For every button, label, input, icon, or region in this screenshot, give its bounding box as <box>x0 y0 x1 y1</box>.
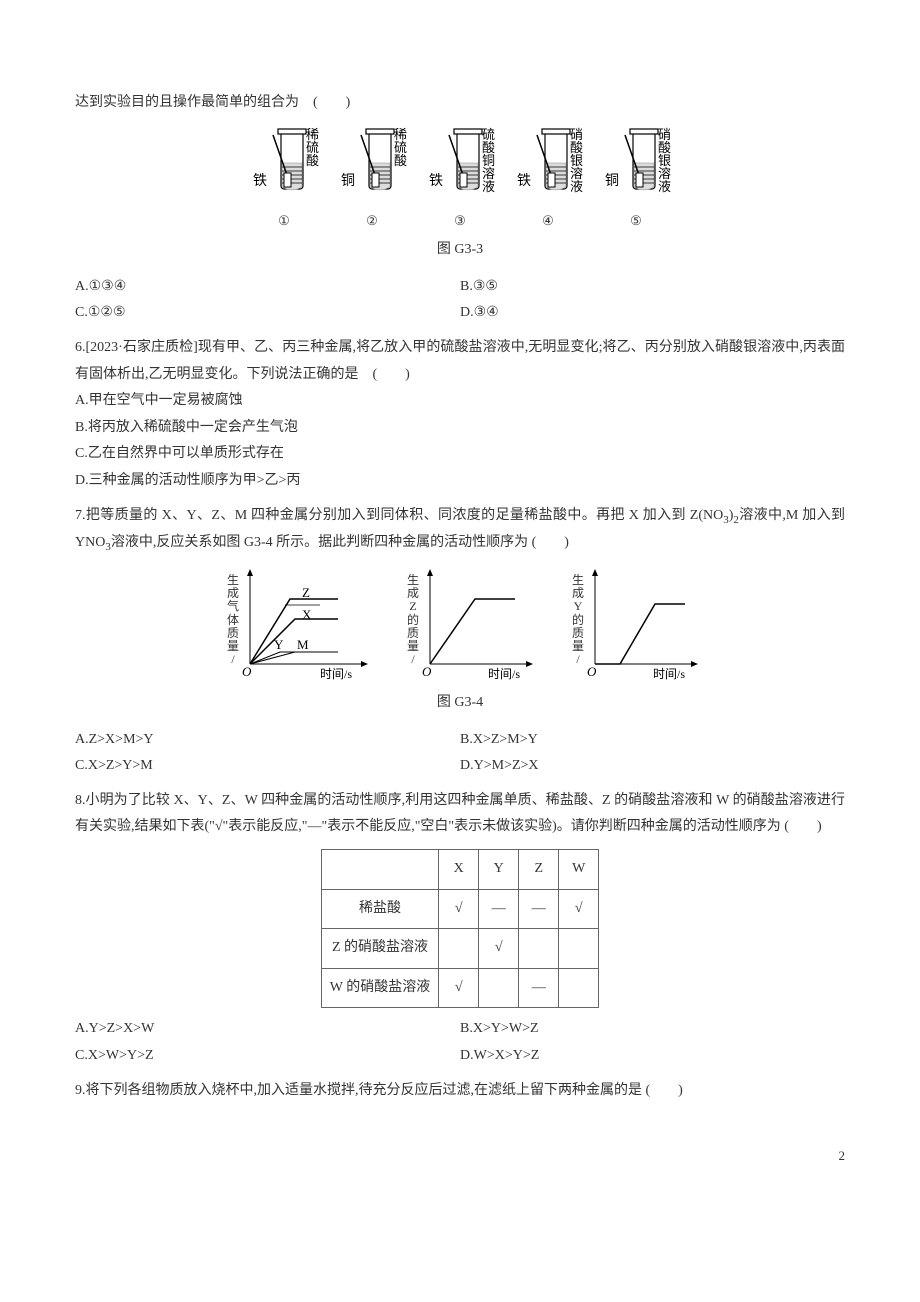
q5-opt-d: D.③④ <box>460 300 845 327</box>
svg-text:酸: 酸 <box>306 153 319 168</box>
q8-opt-a: A.Y>Z>X>W <box>75 1016 460 1043</box>
svg-text:Y: Y <box>274 637 284 652</box>
tube-③: 硫酸铜溶液 铁 ③ <box>425 125 495 234</box>
svg-text:时间/s: 时间/s <box>488 667 520 681</box>
svg-text:铜: 铜 <box>341 173 355 189</box>
q6-opt-c: C.乙在自然界中可以单质形式存在 <box>75 441 845 468</box>
tube-①: 稀硫酸 铁 ① <box>249 125 319 234</box>
q7-chart3: O 时间/s 生成Y的质量/g <box>565 564 700 684</box>
q8-table: XYZW 稀盐酸√——√Z 的硝酸盐溶液 √ W 的硝酸盐溶液√ — <box>321 849 599 1008</box>
q7-charts: Z X Y M O 时间/s 生成气体质量/g O 时间/s 生成Z的质量/g <box>75 564 845 684</box>
svg-text:酸: 酸 <box>394 153 407 168</box>
q6-stem: 6.[2023·石家庄质检]现有甲、乙、丙三种金属,将乙放入甲的硫酸盐溶液中,无… <box>75 335 845 388</box>
q8-stem: 8.小明为了比较 X、Y、Z、W 四种金属的活动性顺序,利用这四种金属单质、稀盐… <box>75 788 845 841</box>
q5-opt-c: C.①②⑤ <box>75 300 460 327</box>
q7-stem: 7.把等质量的 X、Y、Z、M 四种金属分别加入到同体积、同浓度的足量稀盐酸中。… <box>75 503 845 558</box>
q7-opt-c: C.X>Z>Y>M <box>75 753 460 780</box>
svg-text:液: 液 <box>570 179 583 194</box>
q6-opt-d: D.三种金属的活动性顺序为甲>乙>丙 <box>75 468 845 495</box>
q6-opt-a: A.甲在空气中一定易被腐蚀 <box>75 388 845 415</box>
tube-⑤: 硝酸银溶液 铜 ⑤ <box>601 125 671 234</box>
svg-text:液: 液 <box>482 179 495 194</box>
svg-text:时间/s: 时间/s <box>653 667 685 681</box>
svg-text:X: X <box>302 607 312 622</box>
q7-opt-d: D.Y>M>Z>X <box>460 753 845 780</box>
svg-text:铁: 铁 <box>517 173 531 189</box>
tube-②: 稀硫酸 铜 ② <box>337 125 407 234</box>
q8-opt-d: D.W>X>Y>Z <box>460 1043 845 1070</box>
q5-opt-a: A.①③④ <box>75 274 460 301</box>
svg-text:Z: Z <box>302 585 310 600</box>
q7-fig-caption: 图 G3-4 <box>75 690 845 717</box>
svg-text:M: M <box>297 637 309 652</box>
svg-text:时间/s: 时间/s <box>320 667 352 681</box>
svg-text:铁: 铁 <box>253 173 267 189</box>
q9-stem: 9.将下列各组物质放入烧杯中,加入适量水搅拌,待充分反应后过滤,在滤纸上留下两种… <box>75 1078 845 1105</box>
q5-prefix: 达到实验目的且操作最简单的组合为 ( ) <box>75 90 845 117</box>
svg-text:铜: 铜 <box>605 173 619 189</box>
q7-chart2: O 时间/s 生成Z的质量/g <box>400 564 535 684</box>
q8-opt-c: C.X>W>Y>Z <box>75 1043 460 1070</box>
tube-④: 硝酸银溶液 铁 ④ <box>513 125 583 234</box>
q6-opt-b: B.将丙放入稀硫酸中一定会产生气泡 <box>75 415 845 442</box>
q7-chart1: Z X Y M O 时间/s 生成气体质量/g <box>220 564 370 684</box>
q5-fig-caption: 图 G3-3 <box>75 237 845 264</box>
svg-text:液: 液 <box>658 179 671 194</box>
q7-opt-a: A.Z>X>M>Y <box>75 727 460 754</box>
q8-opt-b: B.X>Y>W>Z <box>460 1016 845 1043</box>
q5-opt-b: B.③⑤ <box>460 274 845 301</box>
svg-text:铁: 铁 <box>429 173 443 189</box>
page-number: 2 <box>75 1144 845 1169</box>
q5-tube-figure: 稀硫酸 铁 ① 稀硫酸 铜 ② 硫酸铜溶液 铁 ③ <box>75 125 845 234</box>
q7-opt-b: B.X>Z>M>Y <box>460 727 845 754</box>
